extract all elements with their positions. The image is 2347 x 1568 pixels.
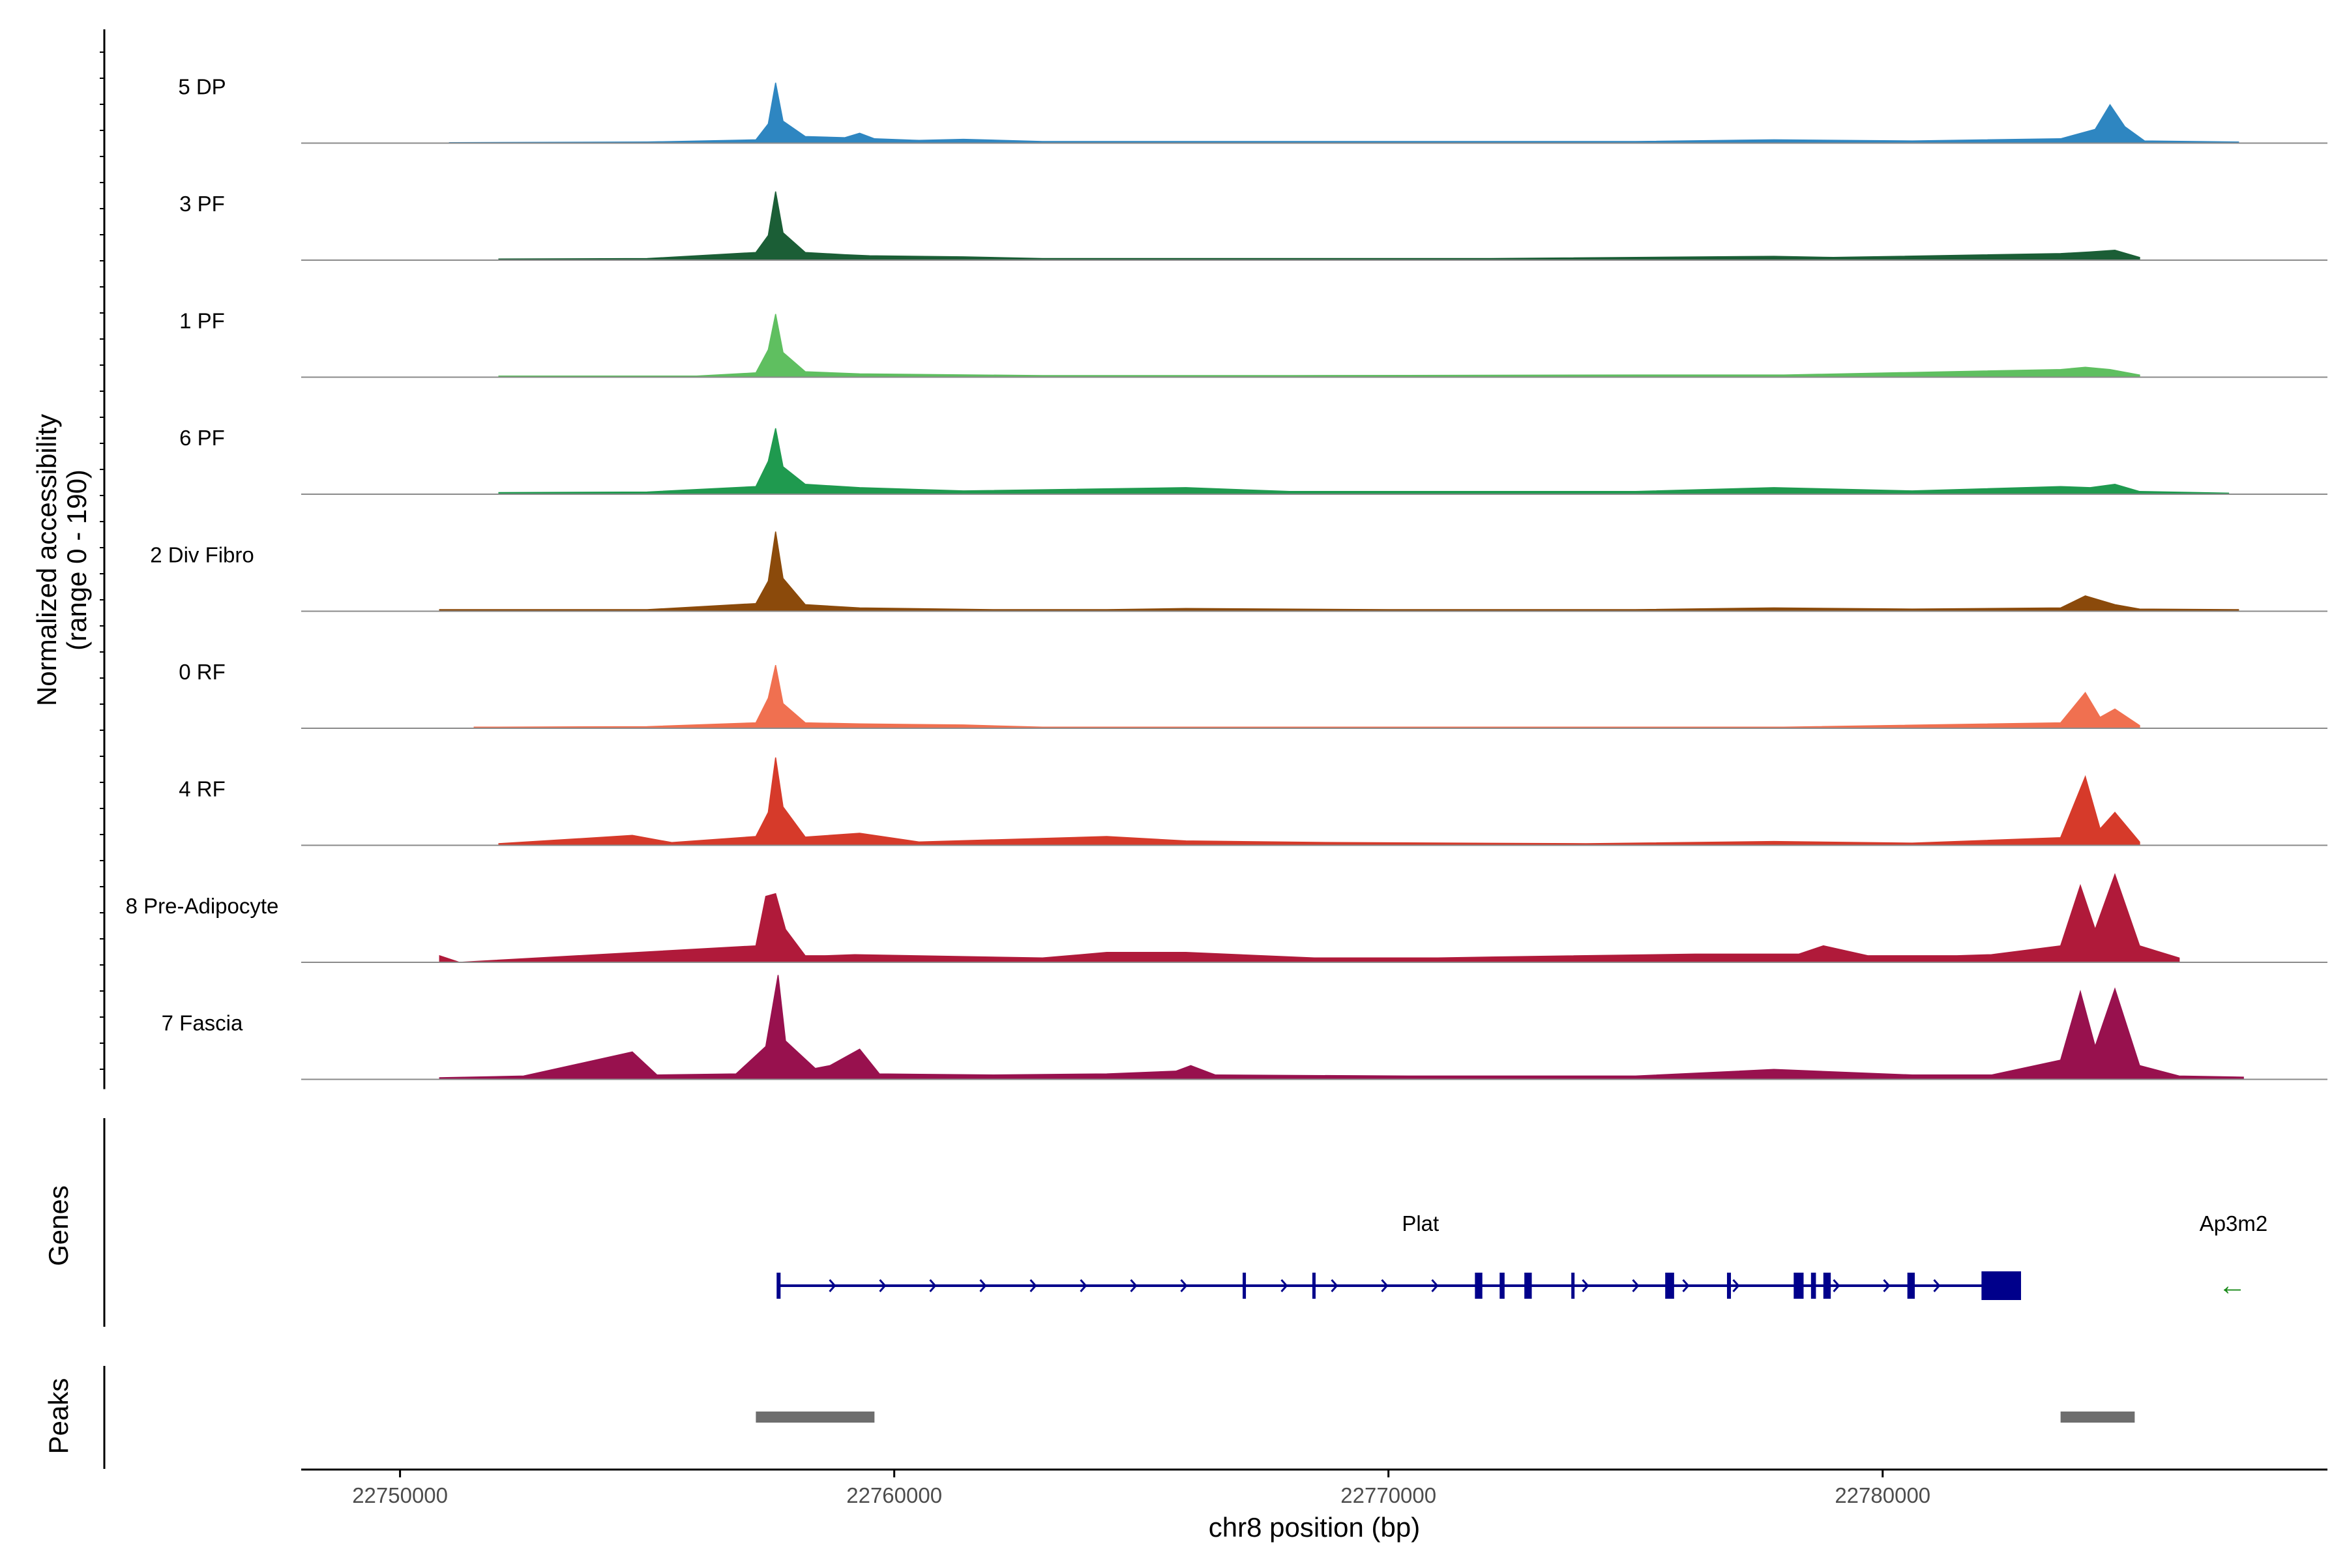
strand-arrow <box>1280 1279 1288 1292</box>
coverage-tracks: 5 DP 3 PF 1 PF 6 PF 2 Div Fibro 0 RF 4 RF 8 Pre… <box>126 75 2327 1080</box>
strand-arrow <box>1582 1279 1589 1292</box>
track-4-rf: 4 RF <box>179 757 2327 846</box>
genes-track-label: Genes <box>43 1185 74 1266</box>
exon <box>1571 1273 1575 1299</box>
exon <box>1243 1273 1247 1299</box>
track-label: 3 PF <box>179 192 225 216</box>
strand-arrow <box>1130 1279 1138 1292</box>
track-0-rf: 0 RF <box>179 660 2327 729</box>
strand-arrow <box>1431 1279 1439 1292</box>
strand-arrow <box>979 1279 987 1292</box>
gene-label: Ap3m2 <box>2200 1211 2268 1235</box>
exon <box>1524 1273 1532 1299</box>
coverage-area <box>439 873 2180 963</box>
x-tick-label: 22760000 <box>846 1483 942 1507</box>
exon <box>1907 1273 1915 1299</box>
coverage-area <box>498 191 2140 261</box>
peak-bar <box>2060 1412 2135 1423</box>
exon <box>1726 1273 1732 1299</box>
track-label: 8 Pre-Adipocyte <box>126 894 279 918</box>
genes-track: Plat Ap3m2 ← <box>103 1118 2268 1327</box>
left-axis <box>100 29 106 1089</box>
strand-arrow <box>929 1279 937 1292</box>
exon <box>1793 1273 1804 1299</box>
coverage-area <box>439 531 2239 612</box>
x-tick-label: 22780000 <box>1835 1483 1930 1507</box>
strand-arrow <box>1732 1279 1740 1292</box>
exon <box>1810 1273 1816 1299</box>
x-axis: 22750000 22760000 22770000 22780000 <box>301 1468 2327 1507</box>
x-axis-title: chr8 position (bp) <box>1209 1512 1421 1543</box>
exon <box>1499 1273 1505 1299</box>
track-label: 0 RF <box>179 660 226 684</box>
track-8-pre-adipocyte: 8 Pre-Adipocyte <box>126 873 2327 963</box>
y-axis-label-line1: Normalized accessibility <box>31 414 62 706</box>
coverage-area <box>449 82 2239 144</box>
coverage-area <box>473 665 2140 729</box>
y-axis-label-line2: (range 0 - 190) <box>61 469 92 651</box>
peaks-track <box>103 1366 2135 1469</box>
track-6-pf: 6 PF <box>179 426 2327 495</box>
strand-arrow <box>1933 1279 1941 1292</box>
x-tick-label: 22770000 <box>1340 1483 1436 1507</box>
strand-arrow <box>1883 1279 1891 1292</box>
exon <box>1475 1273 1483 1299</box>
strand-arrow <box>829 1279 836 1292</box>
coverage-area <box>498 314 2140 378</box>
peak-bar <box>756 1412 875 1423</box>
gene-plat: Plat <box>776 1211 2022 1300</box>
strand-arrow <box>1080 1279 1087 1292</box>
track-label: 7 Fascia <box>162 1011 243 1035</box>
exon <box>1823 1273 1831 1299</box>
exon <box>1981 1271 2022 1300</box>
track-label: 5 DP <box>178 75 226 99</box>
peaks-track-label: Peaks <box>43 1378 74 1455</box>
track-1-pf: 1 PF <box>179 309 2327 378</box>
gene-label: Plat <box>1402 1211 1439 1235</box>
track-label: 4 RF <box>179 777 226 801</box>
coverage-area <box>498 428 2230 495</box>
track-label: 2 Div Fibro <box>150 543 254 567</box>
strand-arrow <box>1632 1279 1640 1292</box>
track-label: 6 PF <box>179 426 225 450</box>
strand-arrow <box>879 1279 887 1292</box>
strand-arrow <box>1833 1279 1840 1292</box>
gene-ap3m2: Ap3m2 ← <box>2200 1211 2268 1301</box>
track-3-pf: 3 PF <box>179 191 2327 261</box>
strand-arrow <box>1331 1279 1338 1292</box>
track-7-fascia: 7 Fascia <box>162 975 2327 1080</box>
strand-arrow <box>1180 1279 1188 1292</box>
strand-arrow <box>1682 1279 1690 1292</box>
coverage-area <box>498 757 2140 846</box>
strand-arrow <box>1381 1279 1389 1292</box>
track-label: 1 PF <box>179 309 225 333</box>
exon <box>1312 1273 1316 1299</box>
exon <box>776 1273 781 1299</box>
coverage-area <box>439 975 2244 1080</box>
strand-arrow <box>1029 1279 1037 1292</box>
track-5-dp: 5 DP <box>178 75 2327 144</box>
strand-arrow-icon: ← <box>2218 1269 2247 1301</box>
track-2-div-fibro: 2 Div Fibro <box>150 531 2327 612</box>
x-tick-label: 22750000 <box>352 1483 448 1507</box>
exon <box>1665 1273 1674 1299</box>
